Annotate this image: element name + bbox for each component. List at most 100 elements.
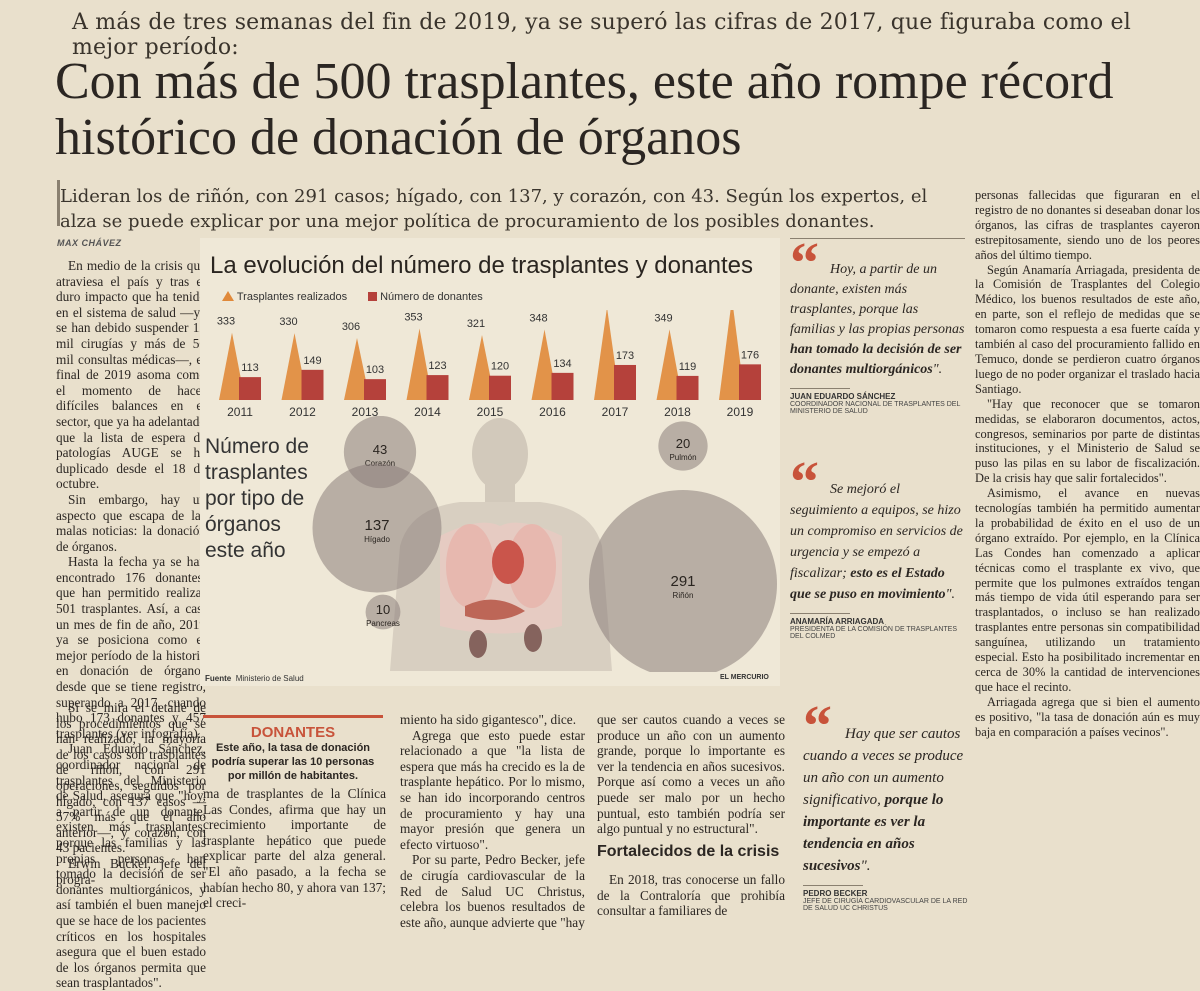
year-tick-label: 2018 (664, 405, 691, 419)
organ-bubble (312, 463, 442, 593)
headline: Con más de 500 trasplantes, este año rom… (55, 53, 1114, 166)
legend-transplants: Trasplantes realizados (222, 291, 347, 303)
donor-value-label: 119 (679, 361, 697, 373)
donor-bar (426, 375, 449, 400)
organ-name-label: Riñón (673, 591, 694, 600)
organ-name-label: Pulmón (669, 453, 696, 462)
transplant-bar (594, 310, 620, 400)
torso-silhouette (390, 418, 612, 671)
source-label: Fuente (205, 674, 232, 683)
pull-quote-3: “ Hay que ser cautos cuando a veces se p… (803, 697, 971, 912)
column-1-bottom: Si se mira el detalle de los procedimien… (56, 700, 206, 887)
donor-value-label: 173 (616, 350, 634, 362)
paragraph: Agrega que esto puede estar relacionado … (400, 727, 585, 852)
divider (790, 388, 850, 389)
donor-bar (614, 364, 636, 400)
quote-name: JUAN EDUARDO SÁNCHEZ (790, 392, 896, 401)
bar-chart: 333 113 2011 330 149 2012 306 103 2013 353 123 2014… (217, 310, 761, 419)
paragraph: Erwin Buckel, jefe del progra- (56, 855, 206, 887)
paragraph: que ser cautos cuando a veces se produce… (597, 712, 785, 837)
triangle-icon (222, 291, 234, 301)
chart-title: La evolución del número de trasplantes y… (210, 252, 754, 279)
organ-value-label: 137 (364, 517, 389, 534)
paragraph: personas fallecidas que figuraran en el … (975, 188, 1200, 262)
transplant-value-label: 353 (404, 312, 422, 324)
quote-part: ". (945, 587, 955, 602)
paragraph: Asimismo, el avance en nuevas tecnología… (975, 486, 1200, 694)
paragraph: Sin embargo, hay un aspecto que escapa d… (56, 491, 206, 554)
organ-bubble (589, 490, 777, 672)
transplant-bar (656, 329, 683, 400)
transplant-value-label: 333 (217, 316, 235, 328)
organ-bubble (365, 594, 401, 630)
paragraph: "Hay que reconocer que se tomaron medida… (975, 396, 1200, 486)
quote-emphasis: han tomado la decisión de ser donantes m… (790, 342, 962, 377)
donor-bar (739, 364, 761, 400)
year-tick-label: 2019 (727, 405, 754, 419)
year-tick-label: 2011 (227, 405, 253, 419)
donor-bar (676, 375, 699, 400)
donantes-text: Este año, la tasa de donación podría sup… (211, 742, 375, 782)
transplant-bar (469, 334, 495, 400)
credit: EL MERCURIO (720, 674, 769, 681)
organ-name-label: Corazón (365, 459, 395, 468)
donor-bar (364, 379, 386, 400)
donor-value-label: 113 (241, 362, 259, 374)
quote-role: JEFE DE CIRUGÍA CARDIOVASCULAR DE LA RED… (803, 898, 968, 912)
quote-icon: “ (790, 230, 819, 295)
transplant-value-label: 349 (654, 312, 672, 324)
quote-part: ". (932, 362, 943, 377)
source: Fuente Ministerio de Salud (205, 674, 304, 683)
year-tick-label: 2015 (477, 405, 504, 419)
divider (790, 613, 850, 614)
paragraph: En 2018, tras conocerse un fallo de la C… (597, 872, 785, 919)
quote-text: Se mejoró el seguimiento a equipos, se h… (790, 479, 965, 605)
quote-part: Se mejoró el seguimiento a equipos, se h… (790, 482, 963, 581)
quote-part: Hay que ser cautos cuando a veces se pro… (803, 726, 964, 808)
transplant-bar (344, 338, 370, 400)
donantes-heading: DONANTES (250, 724, 336, 741)
dek: Lideran los de riñón, con 291 casos; híg… (60, 186, 928, 232)
transplant-value-label: 306 (342, 321, 360, 333)
year-tick-label: 2013 (352, 405, 379, 419)
byline: MAX CHÁVEZ (57, 238, 122, 248)
donor-value-label: 120 (491, 361, 509, 373)
divider (803, 885, 863, 886)
kicker: A más de tres semanas del fin de 2019, y… (72, 10, 1132, 60)
transplant-value-label: 348 (529, 313, 547, 325)
year-tick-label: 2014 (414, 405, 441, 419)
year-tick-label: 2016 (539, 405, 566, 419)
quote-icon: “ (790, 449, 819, 514)
paragraph: Si se mira el detalle de los procedimien… (56, 700, 206, 856)
quote-name: PEDRO BECKER (803, 889, 868, 898)
quote-role: PRESIDENTA DE LA COMISIÓN DE TRASPLANTES… (790, 626, 958, 640)
column-2: ma de trasplantes de la Clínica Las Cond… (203, 786, 386, 911)
donor-value-label: 176 (741, 349, 759, 361)
quote-text: Hoy, a partir de un donante, existen más… (790, 260, 965, 380)
source-text: Ministerio de Salud (235, 674, 304, 683)
year-tick-label: 2017 (602, 405, 629, 419)
quote-role: COORDINADOR NACIONAL DE TRASPLANTES DEL … (790, 401, 961, 415)
paragraph: Arriagada agrega que si bien el aumento … (975, 694, 1200, 739)
donor-bar (489, 375, 511, 400)
paragraph: Hasta la fecha ya se han encontrado 176 … (56, 554, 206, 741)
quote-part: ". (860, 858, 871, 874)
paragraph: Según Anamaría Arriagada, presidenta de … (975, 262, 1200, 396)
donantes-box: DONANTES Este año, la tasa de donación p… (203, 715, 383, 782)
quote-emphasis: porque lo importante es ver la tendencia… (803, 792, 944, 874)
transplant-bar (719, 310, 745, 400)
donor-bar (301, 369, 324, 400)
organ-value-label: 20 (676, 436, 690, 451)
transplant-bar (281, 333, 308, 400)
quote-text: Hay que ser cautos cuando a veces se pro… (803, 723, 971, 877)
donor-value-label: 123 (428, 360, 446, 372)
column-4: que ser cautos cuando a veces se produce… (597, 712, 785, 837)
donor-value-label: 149 (303, 355, 321, 367)
pull-quote-1: “ Hoy, a partir de un donante, existen m… (790, 234, 965, 415)
organ-value-label: 43 (373, 442, 387, 457)
donor-bar (239, 377, 261, 400)
transplant-bar (406, 328, 433, 400)
organ-value-label: 291 (670, 573, 695, 590)
paragraph: Por su parte, Pedro Becker, jefe de ciru… (400, 852, 585, 930)
